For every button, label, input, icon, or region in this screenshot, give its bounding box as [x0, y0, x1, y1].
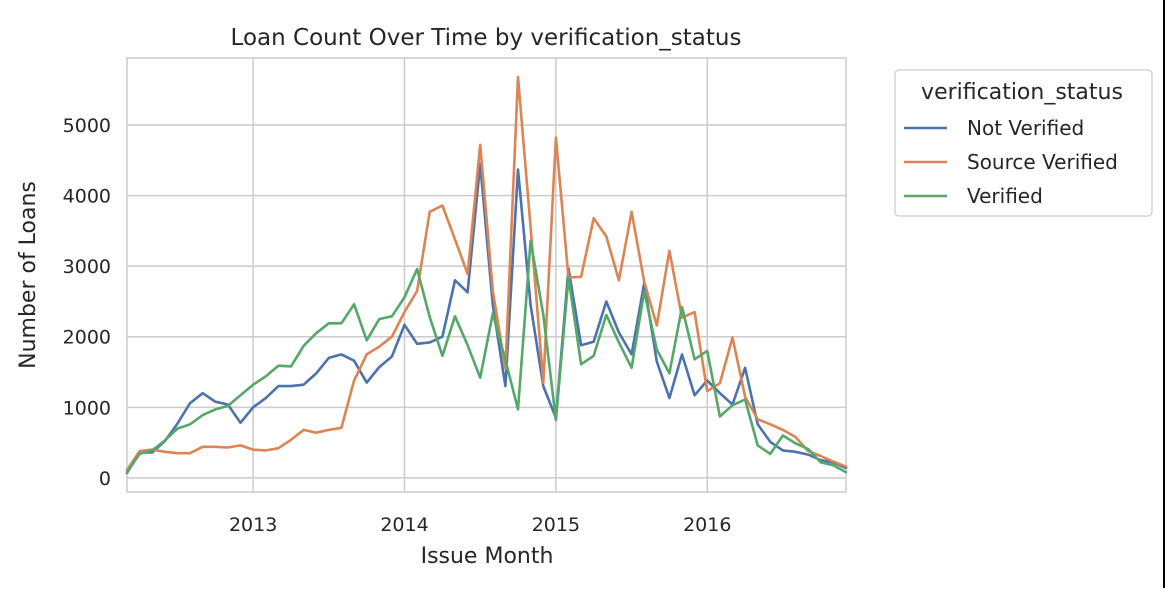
chart-title: Loan Count Over Time by verification_sta… — [231, 25, 742, 51]
x-tick-labels: 2013 2014 2015 2016 — [229, 514, 731, 536]
window-edge — [1163, 0, 1165, 588]
x-tick-label: 2013 — [229, 514, 277, 536]
x-axis-label: Issue Month — [421, 544, 554, 569]
plot-area — [126, 57, 847, 493]
legend-label-verified: Verified — [967, 184, 1043, 208]
y-tick-label: 0 — [99, 468, 111, 490]
y-tick-label: 3000 — [63, 256, 111, 278]
series-lines — [125, 75, 848, 475]
x-tick-label: 2016 — [683, 514, 731, 536]
legend-title: verification_status — [921, 80, 1123, 105]
y-tick-label: 5000 — [63, 115, 111, 137]
series-line-verified — [125, 239, 848, 474]
series-line-not-verified — [125, 162, 848, 475]
legend: verification_status Not Verified Source V… — [894, 69, 1153, 217]
grid-lines — [127, 58, 846, 492]
y-axis-label: Number of Loans — [16, 181, 41, 369]
y-tick-label: 2000 — [63, 327, 111, 349]
legend-label-source-verified: Source Verified — [967, 150, 1118, 174]
legend-label-not-verified: Not Verified — [967, 116, 1084, 140]
x-tick-label: 2015 — [532, 514, 580, 536]
legend-box — [894, 69, 1153, 217]
y-tick-labels: 0 1000 2000 3000 4000 5000 — [63, 115, 111, 490]
x-tick-label: 2014 — [380, 514, 428, 536]
y-tick-label: 4000 — [63, 186, 111, 208]
y-tick-label: 1000 — [63, 397, 111, 419]
series-line-source-verified — [125, 75, 848, 472]
